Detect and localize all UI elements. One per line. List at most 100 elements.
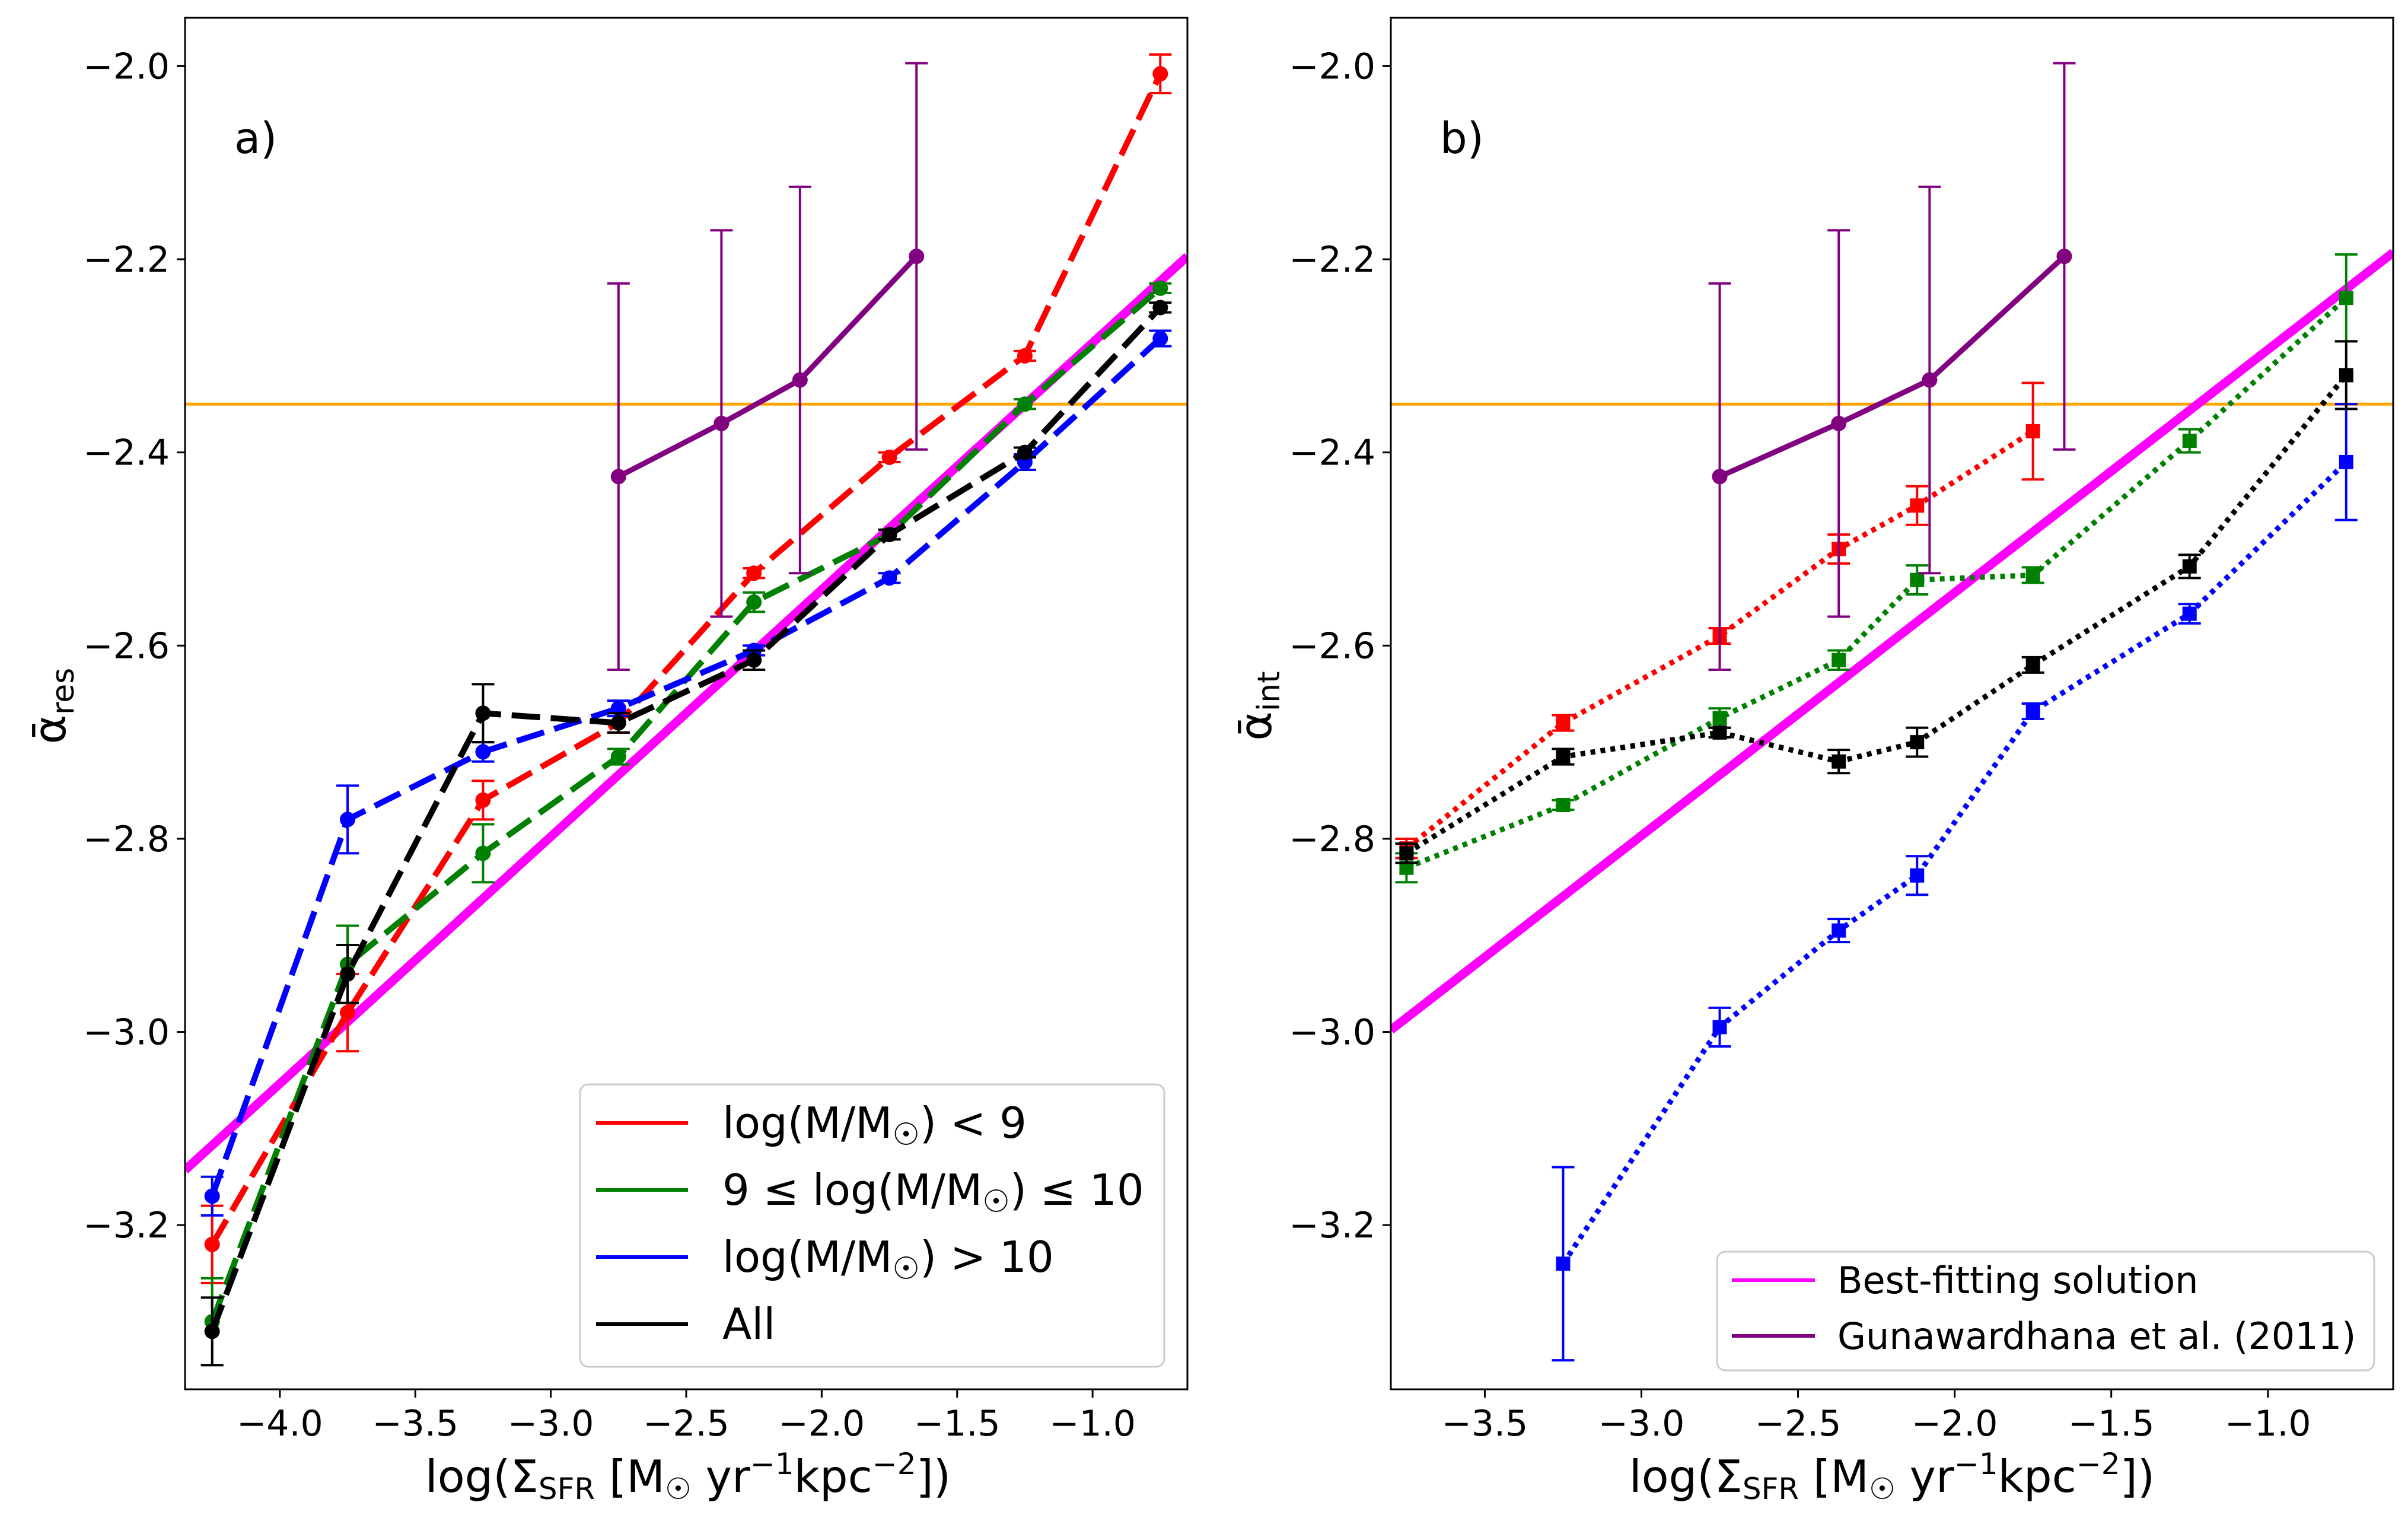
data-point	[1712, 725, 1727, 740]
data-point	[475, 845, 491, 861]
legend: log(M/M☉) < 9 9 ≤ log(M/M☉) ≤ 10 log(M/M…	[579, 1083, 1165, 1368]
data-point	[1152, 330, 1168, 346]
y-tick-label: −2.6	[1289, 625, 1375, 667]
data-point	[475, 792, 491, 808]
legend-entry: log(M/M☉) > 10	[596, 1232, 1054, 1287]
data-point	[1910, 868, 1925, 883]
x-tick-label: −2.0	[779, 1403, 865, 1444]
data-point	[340, 966, 356, 982]
data-point	[2182, 559, 2197, 574]
y-tick-label: −2.4	[83, 432, 170, 474]
data-point	[2339, 368, 2353, 383]
x-tick-label: −2.0	[1912, 1403, 1998, 1444]
series-line	[209, 306, 1162, 1333]
legend-label: 9 ≤ log(M/M☉) ≤ 10	[722, 1165, 1144, 1220]
series-line	[209, 336, 1162, 1198]
data-point	[2025, 657, 2040, 672]
data-point	[2339, 291, 2353, 306]
legend-entry: Best-fitting solution	[1732, 1259, 2198, 1302]
panel-b-intrinsic-slope: −3.5 −3.0 −2.5 −2.0 −1.5 −1.0 −3.2 −3.0 −2.8 −2.6…	[1230, 17, 2394, 1506]
data-point	[1922, 372, 1938, 388]
series-line	[1560, 460, 2348, 1265]
x-tick-label: −2.5	[643, 1403, 730, 1444]
x-tick-label: −3.0	[508, 1403, 594, 1444]
data-point	[1556, 749, 1571, 764]
x-tick-label: −4.0	[237, 1403, 323, 1444]
data-point	[1832, 653, 1846, 667]
y-tick-label: −2.6	[83, 625, 170, 667]
legend-label: Gunawardhana et al. (2011)	[1837, 1315, 2356, 1358]
data-point	[2025, 568, 2040, 583]
data-point	[792, 372, 808, 388]
data-point	[881, 449, 897, 465]
best-fit-line	[1391, 249, 2393, 1034]
data-point	[610, 469, 626, 485]
data-point	[1152, 280, 1168, 296]
data-point	[746, 565, 762, 581]
y-tick-label: −2.0	[1289, 46, 1375, 87]
data-point	[1556, 715, 1571, 730]
data-point	[610, 715, 626, 731]
y-tick-label: −2.0	[83, 46, 170, 87]
data-point	[1832, 754, 1846, 769]
data-point	[475, 705, 491, 721]
series	[607, 62, 928, 672]
x-tick-label: −1.5	[2068, 1403, 2155, 1444]
axis-ticks: −4.0 −3.5 −3.0 −2.5 −2.0 −1.5 −1.0 −3.2 −3.0 −2.8…	[83, 46, 1136, 1444]
legend-label: All	[722, 1299, 775, 1349]
y-tick-label: −2.2	[1289, 239, 1375, 281]
data-point	[2339, 454, 2353, 469]
data-point	[881, 570, 897, 586]
series	[200, 329, 1172, 1217]
y-tick-label: −2.8	[1289, 819, 1375, 860]
series-line	[1718, 254, 2066, 479]
data-point	[204, 1323, 220, 1339]
legend-entry: log(M/M☉) < 9	[596, 1098, 1027, 1153]
legend-box	[1716, 1250, 2375, 1372]
legend-entry: Gunawardhana et al. (2011)	[1732, 1315, 2356, 1358]
data-point	[204, 1236, 220, 1252]
data-point	[1152, 66, 1168, 82]
data-point	[1556, 797, 1571, 812]
y-tick-label: −3.2	[83, 1205, 170, 1246]
legend-label: Best-fitting solution	[1837, 1259, 2198, 1302]
data-point	[714, 415, 730, 431]
data-point	[340, 1005, 356, 1021]
series-line	[209, 72, 1163, 1246]
data-point	[2025, 704, 2040, 719]
data-point	[610, 749, 626, 765]
y-axis-label: ᾱint	[1230, 671, 1287, 740]
data-point	[1712, 711, 1727, 726]
data-point	[2056, 249, 2072, 265]
y-tick-label: −2.8	[83, 819, 170, 860]
data-point	[1910, 572, 1925, 587]
data-point	[746, 594, 762, 610]
x-axis-label: log(ΣSFR [M☉ yr−1kpc−2])	[425, 1447, 951, 1506]
axis-ticks: −3.5 −3.0 −2.5 −2.0 −1.5 −1.0 −3.2 −3.0 −2.8 −2.6…	[1289, 46, 2311, 1444]
series	[1395, 340, 2358, 864]
data-point	[1832, 923, 1846, 938]
legend-label: log(M/M☉) > 10	[722, 1232, 1054, 1287]
legend-entry: 9 ≤ log(M/M☉) ≤ 10	[596, 1165, 1144, 1220]
series	[1552, 403, 2358, 1362]
x-tick-label: −3.5	[1442, 1403, 1528, 1444]
panel-tag: b)	[1440, 113, 1484, 163]
y-axis-label: ᾱres	[24, 668, 81, 744]
data-point	[2182, 606, 2197, 621]
y-tick-label: −3.0	[1289, 1012, 1375, 1054]
x-axis-label: log(ΣSFR [M☉ yr−1kpc−2])	[1629, 1447, 2155, 1506]
y-tick-label: −2.4	[1289, 432, 1375, 474]
series-line	[617, 254, 919, 479]
data-point	[909, 249, 925, 265]
data-point	[2025, 424, 2040, 438]
data-point	[1712, 1020, 1727, 1035]
series	[1708, 62, 2076, 672]
data-point	[475, 744, 491, 760]
data-point	[746, 652, 762, 668]
series	[200, 53, 1172, 1284]
y-tick-label: −2.2	[83, 239, 170, 281]
x-tick-label: −3.0	[1598, 1403, 1685, 1444]
data-point	[1017, 444, 1033, 460]
data-point	[1399, 846, 1414, 861]
